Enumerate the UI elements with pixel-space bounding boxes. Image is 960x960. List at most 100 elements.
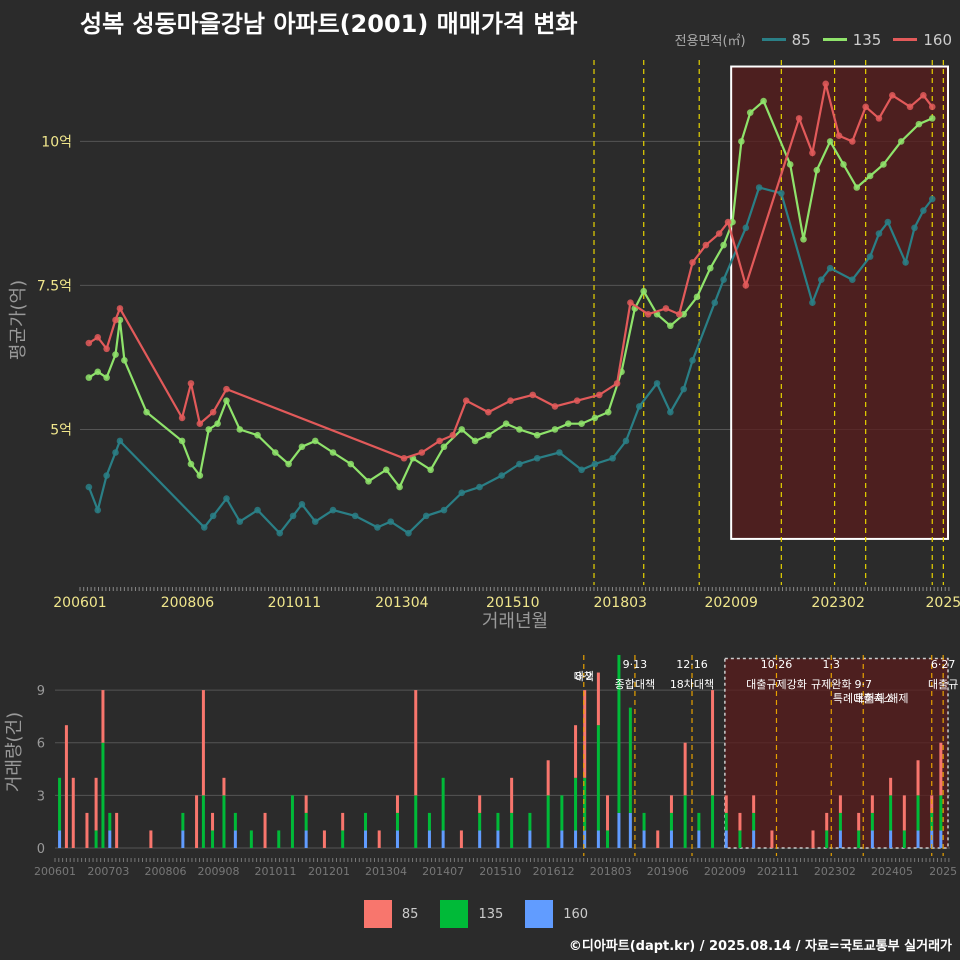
volume-bar-chart: 0 3 6 9 8·2대책 9·13 종합대책 12·16 18차대책 10·26 대출규제강화 1·… xyxy=(4,655,958,878)
volume-bar-160 xyxy=(233,830,237,848)
data-point-135 xyxy=(298,443,306,451)
volume-bar-135 xyxy=(211,830,215,848)
volume-bar-85 xyxy=(478,795,482,813)
volume-bar-85 xyxy=(546,760,550,796)
data-point-85 xyxy=(689,357,696,364)
volume-bar-135 xyxy=(101,742,105,848)
volume-bar-160 xyxy=(697,830,701,848)
volume-bar-135 xyxy=(395,812,399,831)
volume-bar-135 xyxy=(222,795,226,848)
y-tick-label: 7.5억 xyxy=(37,278,72,294)
data-point-135 xyxy=(915,120,923,128)
x-axis-label: 거래년월 xyxy=(482,611,548,632)
data-point-85 xyxy=(591,460,599,468)
volume-bar-85 xyxy=(724,795,728,813)
x-tick-label: 200908 xyxy=(197,865,239,878)
x-tick-label: 201304 xyxy=(375,595,429,611)
data-point-135 xyxy=(427,466,434,474)
volume-bar-85 xyxy=(583,690,587,778)
data-point-85 xyxy=(849,276,856,283)
data-point-85 xyxy=(817,276,825,283)
data-point-160 xyxy=(822,80,830,88)
volume-bar-85 xyxy=(752,795,756,813)
data-point-135 xyxy=(254,431,261,439)
data-point-135 xyxy=(347,460,355,468)
data-point-85 xyxy=(578,466,585,474)
volume-bar-85 xyxy=(304,795,308,813)
data-point-85 xyxy=(223,495,230,502)
data-point-135 xyxy=(205,426,213,433)
data-point-135 xyxy=(187,460,195,468)
volume-bar-85 xyxy=(811,830,815,848)
volume-bar-160 xyxy=(669,830,673,848)
volume-bar-135 xyxy=(902,830,906,848)
data-point-85 xyxy=(311,518,319,525)
data-point-135 xyxy=(840,161,847,168)
data-point-85 xyxy=(680,385,687,393)
data-point-135 xyxy=(813,166,821,174)
volume-bar-160 xyxy=(478,830,482,848)
data-point-85 xyxy=(742,224,750,232)
volume-bar-135 xyxy=(341,830,345,848)
volume-bar-85 xyxy=(115,812,119,848)
data-point-85 xyxy=(609,454,616,462)
x-tick-label: 201011 xyxy=(255,865,297,878)
volume-bar-135 xyxy=(617,655,621,813)
data-point-85 xyxy=(298,501,306,508)
data-point-160 xyxy=(485,408,492,416)
data-point-85 xyxy=(289,512,297,520)
volume-bar-85 xyxy=(322,830,326,848)
data-point-85 xyxy=(533,454,541,462)
data-point-135 xyxy=(502,420,510,427)
data-point-160 xyxy=(675,310,683,318)
data-point-135 xyxy=(591,414,599,422)
data-point-160 xyxy=(644,310,652,318)
data-point-135 xyxy=(866,172,874,180)
volume-bar-85 xyxy=(870,795,874,813)
data-point-135 xyxy=(311,437,319,445)
volume-bar-85 xyxy=(939,742,943,796)
annotation-date: 6·27 xyxy=(931,658,956,671)
data-point-135 xyxy=(738,138,745,145)
data-point-85 xyxy=(778,189,785,197)
volume-bar-160 xyxy=(108,830,112,848)
legend-swatch-160 xyxy=(893,38,918,41)
data-point-135 xyxy=(471,437,479,445)
data-point-85 xyxy=(276,529,284,537)
volume-bar-135 xyxy=(249,830,253,848)
data-point-85 xyxy=(653,380,661,387)
volume-bar-160 xyxy=(596,830,600,848)
volume-bar-135 xyxy=(838,812,842,831)
data-point-85 xyxy=(103,472,110,479)
data-point-160 xyxy=(400,454,408,462)
data-point-160 xyxy=(742,282,750,289)
volume-bar-135 xyxy=(939,795,943,831)
data-point-135 xyxy=(826,138,834,145)
data-point-160 xyxy=(928,103,936,111)
volume-bar-135 xyxy=(889,795,893,831)
data-point-135 xyxy=(178,437,186,445)
data-point-85 xyxy=(884,218,892,226)
data-point-160 xyxy=(627,299,634,307)
data-point-160 xyxy=(715,230,723,237)
volume-bar-135 xyxy=(94,830,98,848)
volume-bar-160 xyxy=(628,812,632,848)
annotation-text: 대출규제강화 xyxy=(746,678,807,691)
volume-bar-85 xyxy=(683,742,687,796)
y-tick-label: 3 xyxy=(37,789,45,804)
volume-bar-85 xyxy=(211,812,215,831)
volume-bar-85 xyxy=(341,812,345,831)
volume-bar-135 xyxy=(201,795,205,848)
data-point-85 xyxy=(351,512,359,520)
data-point-135 xyxy=(396,483,403,491)
volume-bar-160 xyxy=(583,830,587,848)
data-point-135 xyxy=(382,466,390,474)
volume-legend-160: 160 xyxy=(525,900,588,928)
volume-bar-85 xyxy=(902,795,906,831)
volume-bar-135 xyxy=(642,812,646,831)
area-legend: 전용면적(㎡) 85 135 160 xyxy=(675,30,952,50)
data-point-160 xyxy=(920,92,927,99)
annotation-text: 종합대책 xyxy=(615,678,655,691)
x-tick-label: 201011 xyxy=(268,595,321,611)
volume-bar-135 xyxy=(496,812,500,831)
